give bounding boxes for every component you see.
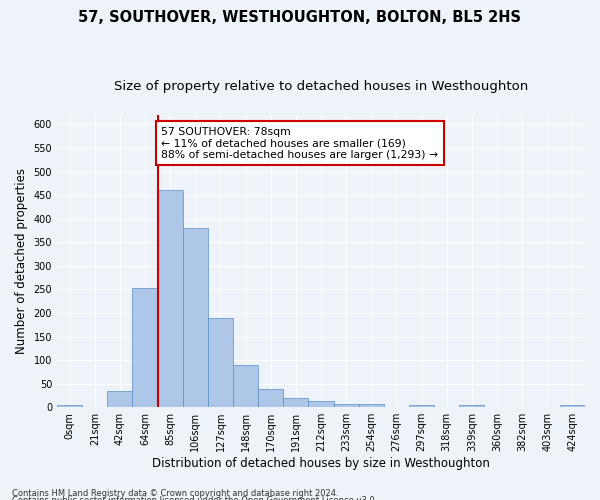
Bar bbox=[133, 288, 158, 407]
Text: Contains HM Land Registry data © Crown copyright and database right 2024.: Contains HM Land Registry data © Crown c… bbox=[12, 488, 338, 498]
Bar bbox=[359, 404, 384, 407]
Text: 57 SOUTHOVER: 78sqm
← 11% of detached houses are smaller (169)
88% of semi-detac: 57 SOUTHOVER: 78sqm ← 11% of detached ho… bbox=[161, 127, 439, 160]
Text: 57, SOUTHOVER, WESTHOUGHTON, BOLTON, BL5 2HS: 57, SOUTHOVER, WESTHOUGHTON, BOLTON, BL5… bbox=[79, 10, 521, 25]
Bar bbox=[409, 405, 434, 407]
Text: Contains public sector information licensed under the Open Government Licence v3: Contains public sector information licen… bbox=[12, 496, 377, 500]
Bar bbox=[158, 190, 183, 407]
Bar bbox=[57, 405, 82, 407]
X-axis label: Distribution of detached houses by size in Westhoughton: Distribution of detached houses by size … bbox=[152, 457, 490, 470]
Bar bbox=[107, 390, 133, 407]
Bar bbox=[208, 318, 233, 407]
Bar bbox=[233, 365, 258, 407]
Bar bbox=[459, 405, 484, 407]
Title: Size of property relative to detached houses in Westhoughton: Size of property relative to detached ho… bbox=[114, 80, 528, 93]
Bar bbox=[283, 398, 308, 407]
Bar bbox=[334, 404, 359, 407]
Bar bbox=[183, 228, 208, 407]
Bar bbox=[258, 390, 283, 407]
Bar bbox=[308, 401, 334, 407]
Y-axis label: Number of detached properties: Number of detached properties bbox=[15, 168, 28, 354]
Bar bbox=[560, 405, 585, 407]
